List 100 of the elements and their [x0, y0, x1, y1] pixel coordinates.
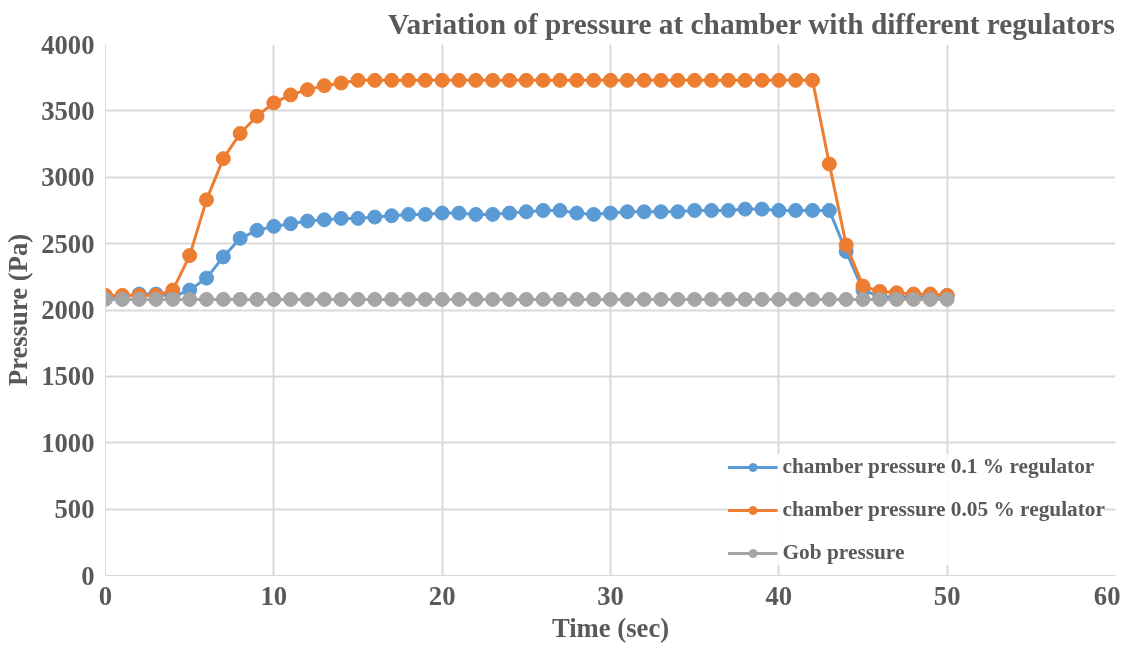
- point: [384, 291, 400, 307]
- point: [199, 291, 214, 307]
- point: [805, 202, 820, 218]
- point: [687, 202, 703, 218]
- y-tick-label: 4000: [41, 29, 95, 60]
- point: [199, 192, 214, 208]
- point: [215, 151, 231, 167]
- point: [300, 213, 315, 229]
- point: [215, 291, 231, 307]
- point: [266, 218, 282, 234]
- point: [300, 82, 315, 98]
- point: [771, 291, 787, 307]
- point: [670, 72, 686, 88]
- point: [485, 72, 501, 88]
- x-tick-label: 60: [1093, 580, 1121, 611]
- y-tick-label: 2500: [41, 228, 95, 259]
- point: [939, 291, 955, 307]
- x-tick-label: 20: [428, 580, 456, 611]
- point: [788, 202, 804, 218]
- point: [821, 202, 837, 218]
- y-axis-title: Pressure (Pa): [3, 233, 34, 387]
- point: [704, 291, 719, 307]
- point: [468, 206, 484, 222]
- point: [788, 291, 804, 307]
- point: [720, 202, 736, 218]
- point: [586, 206, 602, 222]
- point: [518, 291, 534, 307]
- point: [316, 212, 332, 228]
- point: [417, 291, 433, 307]
- point: [451, 205, 467, 221]
- point: [451, 291, 467, 307]
- point: [603, 205, 618, 221]
- point: [131, 291, 147, 307]
- point: [838, 291, 854, 307]
- point: [670, 291, 686, 307]
- point: [199, 270, 214, 286]
- point: [737, 72, 753, 88]
- point: [788, 72, 804, 88]
- point: [518, 72, 534, 88]
- point: [636, 204, 652, 220]
- point: [636, 291, 652, 307]
- point: [653, 204, 669, 220]
- point: [687, 291, 703, 307]
- point: [502, 291, 517, 307]
- point: [535, 72, 551, 88]
- point: [821, 291, 837, 307]
- point: [434, 72, 450, 88]
- point: [771, 72, 787, 88]
- point: [653, 72, 669, 88]
- point: [283, 291, 299, 307]
- point: [367, 72, 383, 88]
- point: [502, 72, 517, 88]
- point: [367, 291, 383, 307]
- point: [232, 125, 248, 141]
- chart-title: Variation of pressure at chamber with different regulators: [388, 7, 1115, 40]
- point: [401, 206, 416, 222]
- point: [434, 291, 450, 307]
- point: [636, 72, 652, 88]
- point: [249, 222, 265, 238]
- point: [417, 206, 433, 222]
- point: [401, 72, 416, 88]
- point: [283, 87, 299, 103]
- point: [704, 72, 719, 88]
- point: [468, 291, 484, 307]
- point: [855, 291, 871, 307]
- point: [367, 209, 383, 225]
- y-tick-label: 3500: [41, 95, 95, 126]
- point: [232, 230, 248, 246]
- point: [805, 72, 820, 88]
- point: [316, 291, 332, 307]
- point: [754, 291, 770, 307]
- x-tick-label: 10: [260, 580, 288, 611]
- point: [333, 75, 349, 91]
- x-tick-label: 40: [765, 580, 793, 611]
- point: [333, 291, 349, 307]
- legend-label: chamber pressure 0.05 % regulator: [782, 497, 1105, 522]
- point: [266, 291, 282, 307]
- point: [384, 72, 400, 88]
- point: [720, 291, 736, 307]
- x-tick-label: 30: [597, 580, 624, 611]
- point: [350, 72, 366, 88]
- point: [485, 291, 501, 307]
- y-tick-label: 3000: [41, 162, 95, 193]
- point: [569, 72, 585, 88]
- point: [720, 72, 736, 88]
- point: [838, 237, 854, 253]
- point: [249, 108, 265, 124]
- point: [619, 204, 635, 220]
- point: [333, 210, 349, 226]
- point: [552, 72, 568, 88]
- point: [670, 204, 686, 220]
- point: [434, 205, 450, 221]
- point: [569, 291, 585, 307]
- point: [653, 291, 669, 307]
- legend-label: Gob pressure: [782, 540, 905, 565]
- point: [771, 202, 787, 218]
- point: [619, 291, 635, 307]
- point: [535, 202, 551, 218]
- point: [401, 291, 416, 307]
- point: [451, 72, 467, 88]
